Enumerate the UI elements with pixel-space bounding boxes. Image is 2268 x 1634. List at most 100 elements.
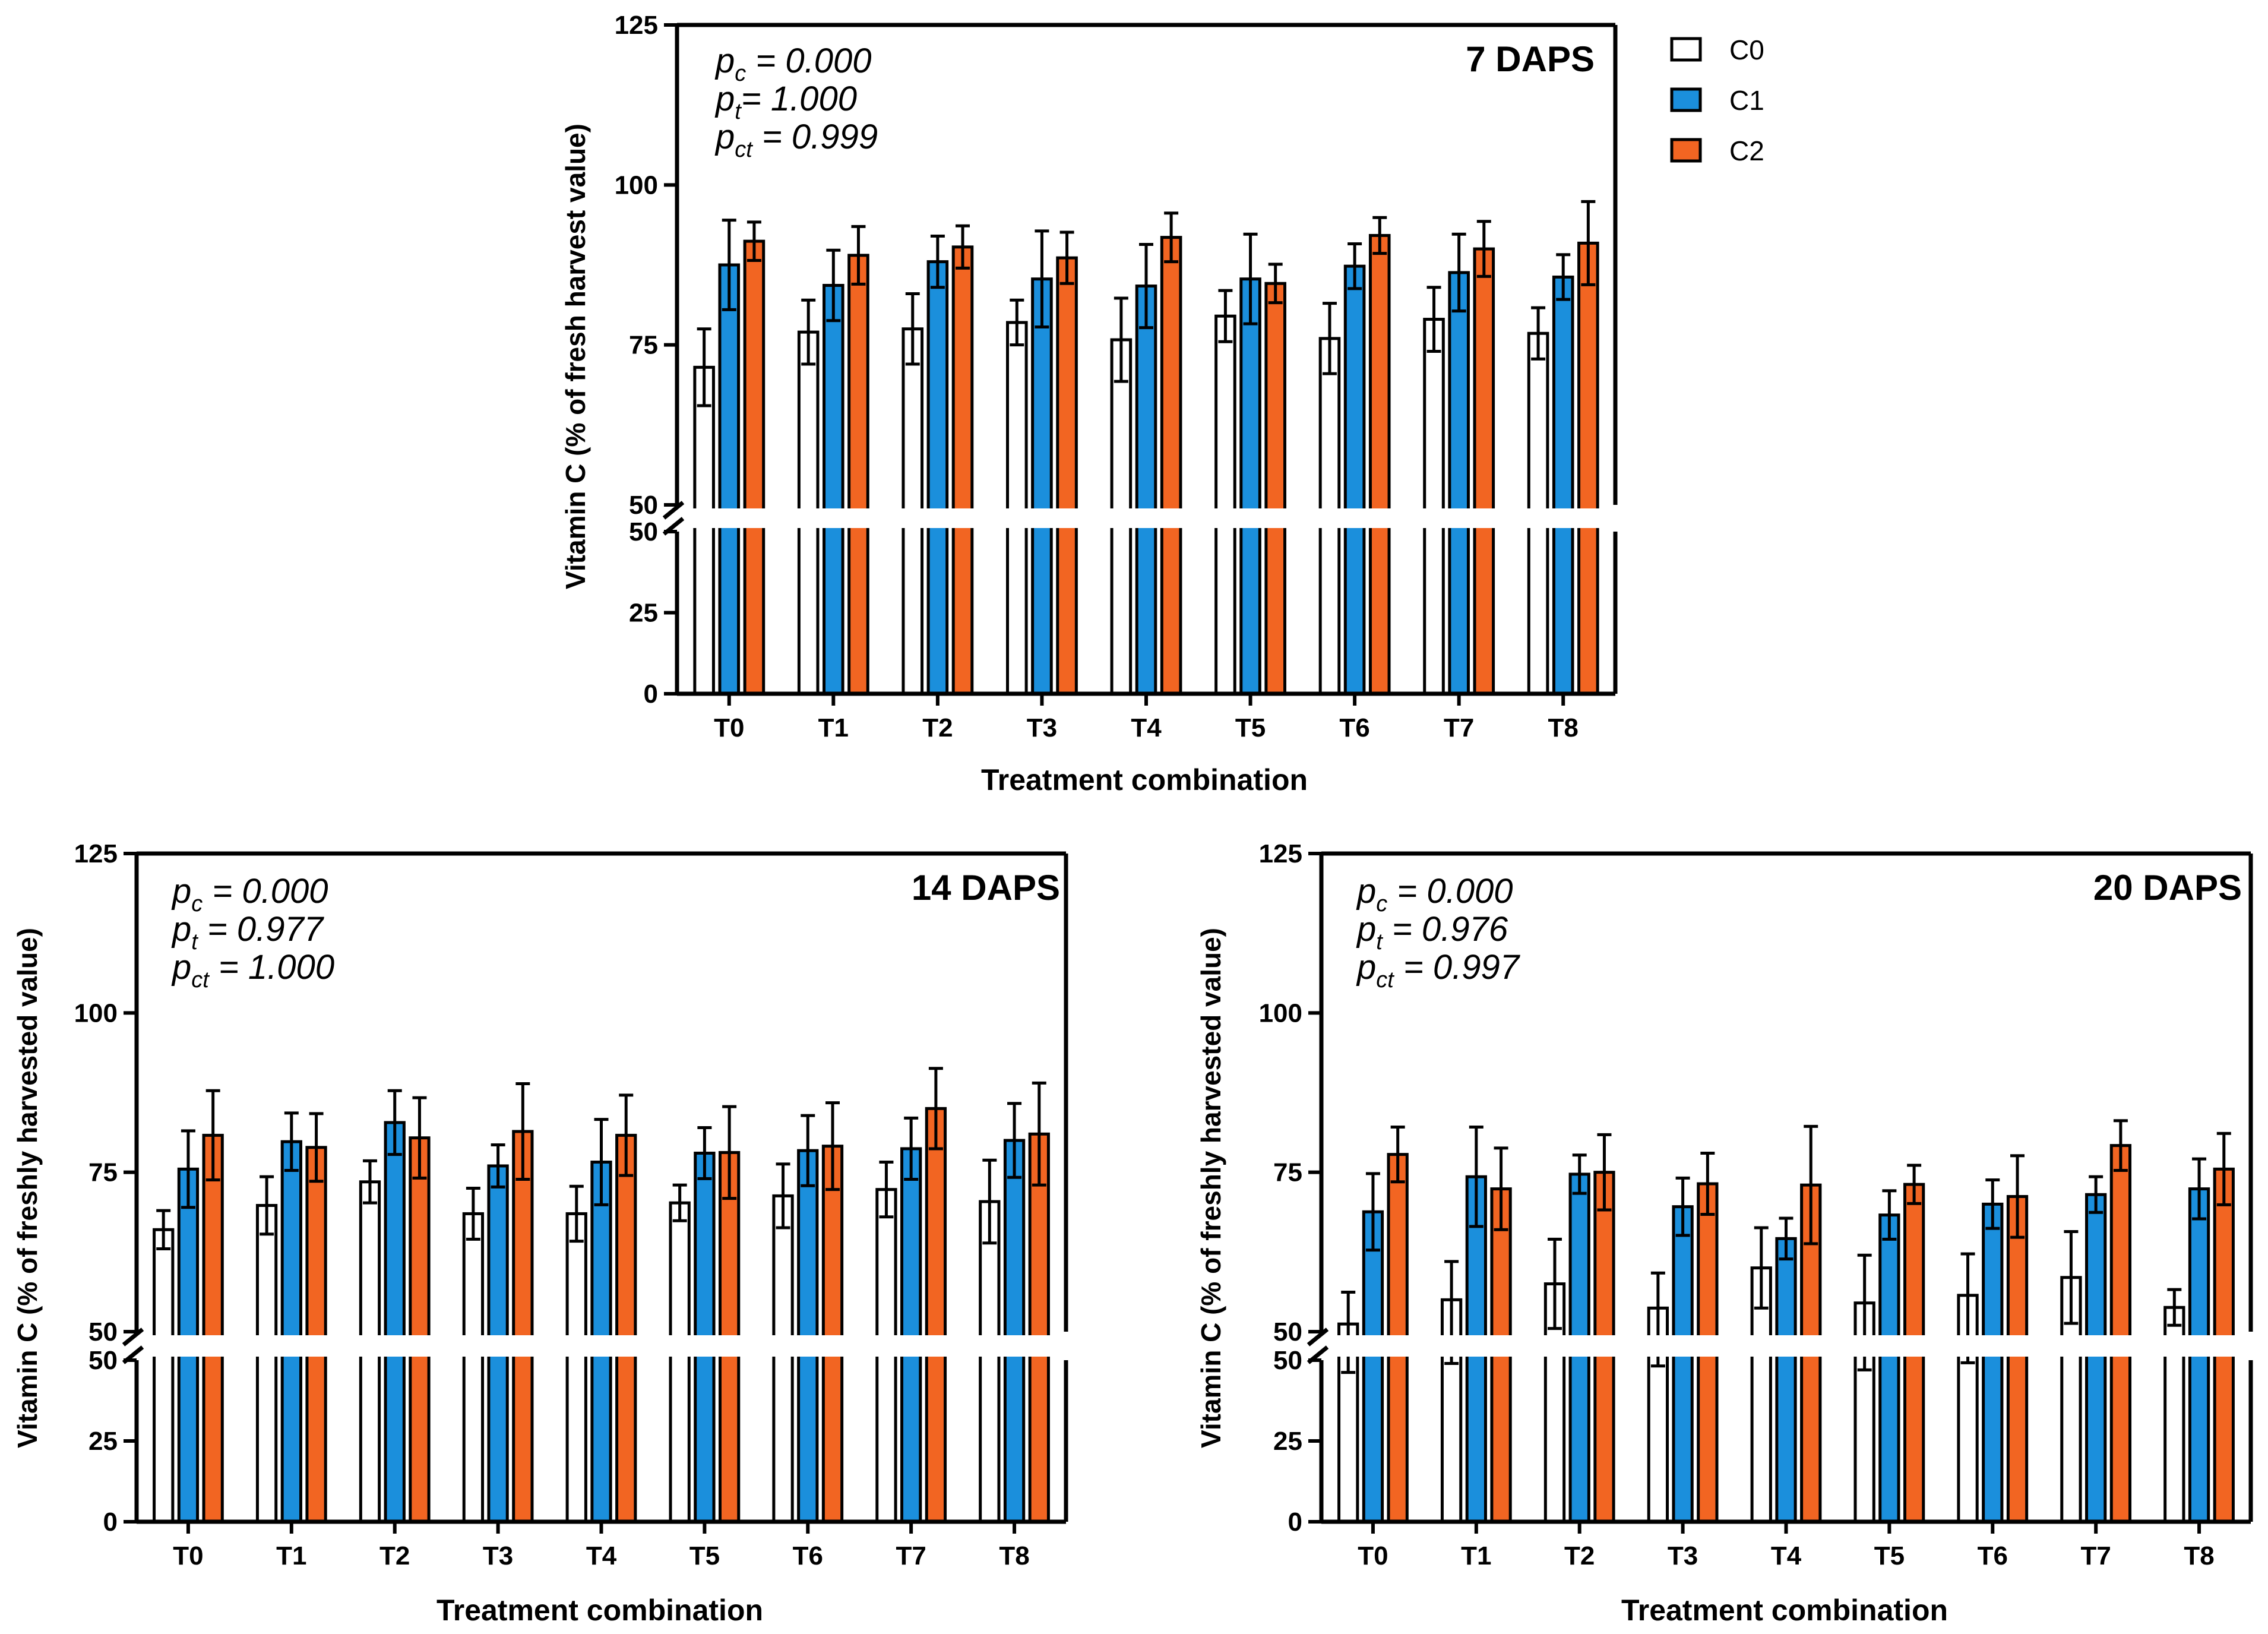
bar-c2-t4 bbox=[615, 1133, 637, 1524]
y-tick-label: 75 bbox=[88, 1158, 118, 1187]
x-tick-label-t2: T2 bbox=[379, 1541, 410, 1570]
chart-panel-20-daps: 20 DAPS pc = 0.000 pt = 0.976 pct = 0.99… bbox=[1195, 839, 2254, 1627]
bar-c0-t0 bbox=[693, 365, 715, 696]
bar-c1-t7 bbox=[900, 1147, 922, 1524]
bar-c1-t0 bbox=[1362, 1210, 1384, 1524]
legend-swatch-c1 bbox=[1670, 87, 1702, 112]
error-bars-group bbox=[697, 200, 1596, 407]
x-tick-label-t7: T7 bbox=[1444, 713, 1474, 742]
y-tick-label: 0 bbox=[1288, 1507, 1302, 1537]
chart-panel-7-daps: 7 DAPS pc = 0.000 pt= 1.000 pct = 0.999 … bbox=[560, 11, 1619, 797]
chart-title: 14 DAPS bbox=[912, 868, 1060, 908]
bar-c2-t6 bbox=[1368, 233, 1391, 696]
bar-c1-t3 bbox=[1672, 1205, 1694, 1524]
bar-c1-t2 bbox=[384, 1121, 406, 1524]
bar-c2-t1 bbox=[847, 254, 869, 696]
y-tick-label: 0 bbox=[644, 679, 658, 709]
x-tick-label-t4: T4 bbox=[586, 1541, 617, 1570]
bar-c2-t3 bbox=[1056, 256, 1078, 696]
x-tick-label-t0: T0 bbox=[714, 713, 744, 742]
x-axis-label: Treatment combination bbox=[436, 1594, 763, 1627]
bar-c2-t4 bbox=[1160, 236, 1182, 696]
bar-c2-t1 bbox=[305, 1146, 327, 1524]
p-value-c: pc = 0.000 bbox=[1356, 872, 1513, 916]
y-tick-label: 100 bbox=[74, 998, 118, 1028]
bar-c1-t6 bbox=[1343, 264, 1366, 696]
x-tick-label-t2: T2 bbox=[922, 713, 953, 742]
bar-c1-t4 bbox=[1135, 285, 1157, 696]
x-tick-label-t1: T1 bbox=[1461, 1541, 1491, 1570]
p-value-c: pc = 0.000 bbox=[171, 872, 328, 916]
axis-break-mark-upper bbox=[662, 501, 685, 520]
bar-c1-t5 bbox=[1878, 1213, 1900, 1524]
x-tick-label-t3: T3 bbox=[1668, 1541, 1698, 1570]
bar-c1-t7 bbox=[1448, 271, 1470, 696]
y-axis-label: Vitamin C (% of freshly harvested value) bbox=[12, 928, 43, 1448]
x-tick-label-t5: T5 bbox=[1874, 1541, 1905, 1570]
p-value-t: pt = 0.976 bbox=[1356, 910, 1508, 955]
chart-panel-14-daps: 14 DAPS pc = 0.000 pt = 0.977 pct = 1.00… bbox=[12, 839, 1070, 1627]
legend: C0 C1 C2 bbox=[1670, 34, 1764, 166]
bar-c1-t4 bbox=[1775, 1237, 1797, 1524]
legend-label-c2: C2 bbox=[1729, 135, 1764, 166]
bar-c1-t2 bbox=[926, 260, 949, 696]
bar-c1-t0 bbox=[718, 263, 741, 696]
x-axis-label: Treatment combination bbox=[981, 763, 1308, 797]
bars-group bbox=[1337, 1144, 2235, 1524]
bar-c2-t6 bbox=[821, 1145, 844, 1524]
y-tick-label: 100 bbox=[1259, 998, 1302, 1028]
y-tick-label: 125 bbox=[615, 11, 658, 40]
y-tick-label: 50 bbox=[629, 491, 658, 520]
bar-c1-t1 bbox=[280, 1140, 302, 1524]
bar-c1-t3 bbox=[1031, 277, 1053, 696]
x-tick-label-t0: T0 bbox=[1358, 1541, 1388, 1570]
x-tick-label-t2: T2 bbox=[1564, 1541, 1595, 1570]
x-tick-label-t8: T8 bbox=[1548, 713, 1579, 742]
bar-c2-t2 bbox=[409, 1136, 431, 1524]
y-tick-label: 0 bbox=[103, 1507, 118, 1537]
x-tick-label-t4: T4 bbox=[1131, 713, 1162, 742]
bar-c0-t3 bbox=[1006, 321, 1028, 696]
x-tick-label-t7: T7 bbox=[2080, 1541, 2111, 1570]
bar-c2-t8 bbox=[1028, 1132, 1050, 1524]
bar-c1-t8 bbox=[1552, 275, 1574, 696]
axis-break-band bbox=[125, 1335, 1070, 1357]
chart-title: 7 DAPS bbox=[1466, 39, 1595, 79]
p-value-ct: pct = 0.997 bbox=[1356, 948, 1521, 993]
bar-c0-t1 bbox=[255, 1203, 278, 1524]
y-tick-label: 100 bbox=[615, 170, 658, 200]
bar-c0-t6 bbox=[772, 1194, 794, 1524]
bar-c0-t4 bbox=[565, 1212, 587, 1524]
p-value-t: pt= 1.000 bbox=[714, 80, 857, 124]
x-tick-label-t5: T5 bbox=[689, 1541, 720, 1570]
y-axis-label: Vitamin C (% of freshly harvested value) bbox=[1195, 928, 1226, 1448]
x-tick-label-t8: T8 bbox=[2184, 1541, 2214, 1570]
bar-c2-t3 bbox=[512, 1130, 534, 1524]
bar-c0-t5 bbox=[1214, 314, 1236, 696]
bar-c2-t5 bbox=[1264, 282, 1286, 696]
bar-c1-t1 bbox=[823, 283, 844, 696]
bar-c1-t6 bbox=[1982, 1202, 2004, 1524]
x-tick-label-t4: T4 bbox=[1771, 1541, 1802, 1570]
x-tick-label-t6: T6 bbox=[1339, 713, 1369, 742]
error-bars-group bbox=[1341, 1119, 2231, 1374]
x-tick-label-t1: T1 bbox=[276, 1541, 306, 1570]
y-tick-label: 75 bbox=[1273, 1158, 1302, 1187]
y-tick-label: 125 bbox=[74, 839, 118, 868]
x-tick-label-t0: T0 bbox=[173, 1541, 203, 1570]
bar-c1-t8 bbox=[1003, 1139, 1026, 1524]
bar-c2-t7 bbox=[2109, 1144, 2132, 1524]
y-tick-label: 125 bbox=[1259, 839, 1302, 868]
bar-c0-t5 bbox=[669, 1201, 691, 1524]
x-tick-label-t5: T5 bbox=[1235, 713, 1266, 742]
bar-c1-t7 bbox=[2085, 1193, 2107, 1524]
y-tick-label: 50 bbox=[1273, 1346, 1302, 1375]
legend-swatch-c2 bbox=[1670, 138, 1702, 163]
bar-c1-t5 bbox=[1239, 277, 1261, 696]
bar-c2-t6 bbox=[2006, 1194, 2029, 1524]
bar-c0-t0 bbox=[1337, 1322, 1359, 1524]
legend-swatch-c0 bbox=[1670, 37, 1702, 62]
x-axis-label: Treatment combination bbox=[1621, 1594, 1948, 1627]
legend-label-c0: C0 bbox=[1729, 34, 1764, 65]
